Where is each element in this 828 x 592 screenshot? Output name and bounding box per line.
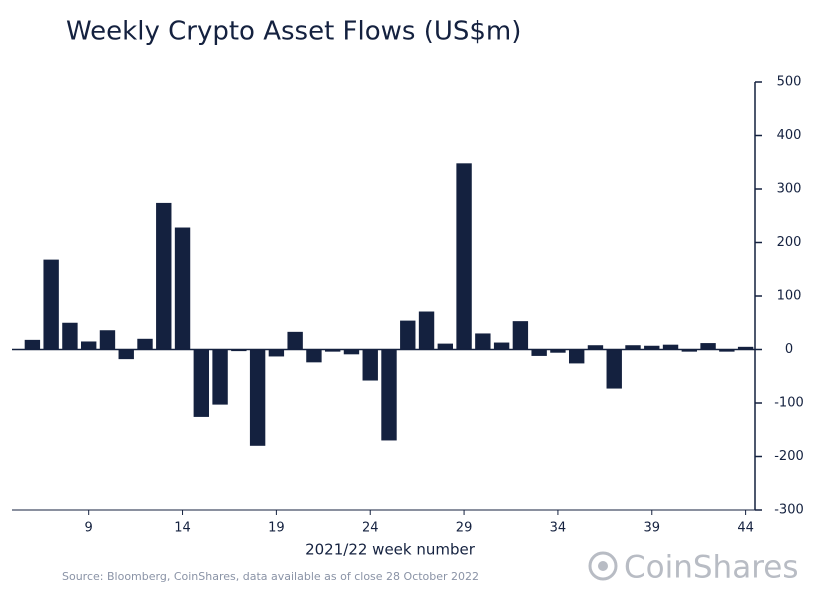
brand-logo: CoinShares — [588, 550, 798, 586]
x-axis-label: 2021/22 week number — [305, 541, 476, 559]
chart-title: Weekly Crypto Asset Flows (US$m) — [66, 17, 521, 47]
bar — [24, 339, 41, 350]
bar — [231, 349, 247, 352]
bar — [99, 330, 116, 350]
y-tick-label: -200 — [774, 449, 804, 464]
bar — [493, 342, 510, 350]
bar — [381, 349, 397, 441]
y-tick-label: 100 — [777, 289, 802, 304]
bar — [80, 341, 97, 350]
bar — [606, 349, 622, 389]
bar — [475, 333, 491, 350]
x-tick-label: 34 — [550, 521, 567, 536]
bar — [193, 349, 210, 417]
bar — [118, 349, 134, 360]
logo-icon-dot — [598, 561, 608, 571]
bar — [62, 322, 78, 350]
bar — [249, 349, 266, 446]
bar — [512, 321, 529, 350]
bar — [437, 343, 454, 350]
y-tick-label: 500 — [777, 75, 802, 90]
x-tick-label: 44 — [737, 521, 754, 536]
bar — [137, 338, 153, 350]
bar — [343, 349, 360, 355]
x-tick-label: 14 — [174, 521, 191, 536]
logo-icon — [588, 551, 618, 581]
bar — [306, 349, 322, 363]
bar — [456, 163, 472, 350]
bar — [550, 349, 566, 353]
bar — [212, 349, 228, 405]
bar — [681, 349, 698, 352]
bar — [700, 343, 716, 350]
bar — [174, 227, 191, 350]
bar — [587, 345, 604, 350]
bar — [43, 259, 59, 350]
bar — [625, 345, 641, 350]
y-tick-label: 300 — [777, 182, 802, 197]
bar — [400, 320, 416, 350]
y-tick-label: -100 — [774, 396, 804, 411]
x-tick-label: 24 — [362, 521, 379, 536]
bar — [324, 349, 341, 352]
y-tick-label: 200 — [777, 235, 802, 250]
brand-name: CoinShares — [624, 550, 798, 586]
bar — [719, 349, 735, 352]
x-tick-label: 39 — [643, 521, 660, 536]
bar — [268, 349, 285, 357]
x-tick-label: 9 — [85, 521, 93, 536]
x-tick-label: 19 — [268, 521, 285, 536]
bar — [644, 345, 660, 350]
x-tick-label: 29 — [456, 521, 473, 536]
bar — [287, 331, 303, 350]
y-tick-label: 0 — [785, 342, 793, 357]
bar — [156, 202, 172, 350]
bar — [737, 346, 754, 350]
bar — [418, 311, 435, 350]
bar — [568, 349, 585, 364]
y-tick-label: -300 — [774, 503, 804, 518]
y-tick-label: 400 — [777, 128, 802, 143]
bar — [362, 349, 378, 381]
source-note: Source: Bloomberg, CoinShares, data avai… — [62, 570, 479, 583]
bar — [531, 349, 547, 356]
bar — [662, 344, 679, 350]
